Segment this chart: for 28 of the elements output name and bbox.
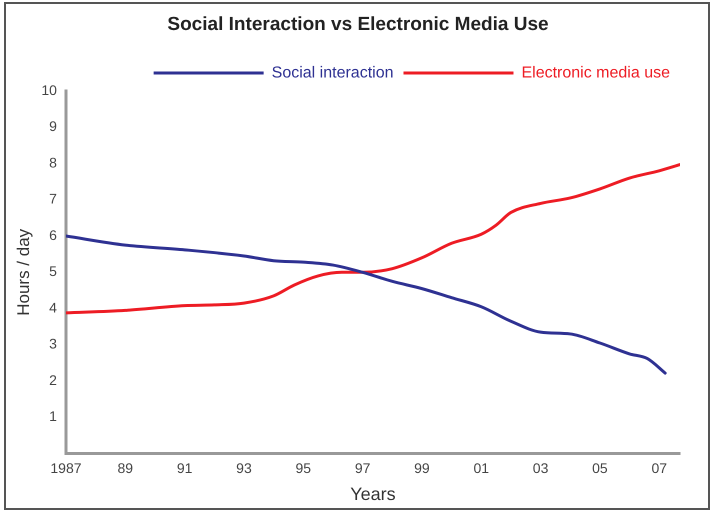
x-tick-label: 07 xyxy=(651,460,668,476)
line-series xyxy=(66,163,680,314)
x-tick-label: 89 xyxy=(118,460,134,476)
y-tick-label: 5 xyxy=(49,263,58,280)
x-tick-label: 99 xyxy=(414,460,430,476)
x-tick-label: 03 xyxy=(532,460,549,476)
x-tick-label: 95 xyxy=(295,460,312,476)
x-tick-label: 1987 xyxy=(50,460,82,476)
x-tick-label: 05 xyxy=(592,460,608,476)
text: Electronic media use xyxy=(521,64,670,82)
x-axis-title: Years xyxy=(350,484,396,504)
y-tick-label: 6 xyxy=(49,226,58,243)
chart-title: Social Interaction vs Electronic Media Use xyxy=(166,14,550,36)
y-tick-label: 2 xyxy=(49,372,58,388)
y-tick-label: 8 xyxy=(49,154,58,170)
x-tick-label: 97 xyxy=(354,460,371,476)
y-tick-label: 7 xyxy=(49,190,58,207)
line-series xyxy=(66,234,667,375)
text: Social interaction xyxy=(272,64,394,82)
y-tick-label: 10 xyxy=(41,82,58,98)
x-tick-label: 01 xyxy=(473,460,490,476)
y-axis-title: Hours / day xyxy=(14,228,33,316)
y-tick-label: 9 xyxy=(49,118,58,134)
y-tick-label: 1 xyxy=(49,408,58,424)
x-tick-label: 93 xyxy=(236,460,252,476)
y-tick-label: 3 xyxy=(49,336,58,352)
x-tick-label: 91 xyxy=(176,460,193,476)
y-tick-label: 4 xyxy=(49,299,58,316)
